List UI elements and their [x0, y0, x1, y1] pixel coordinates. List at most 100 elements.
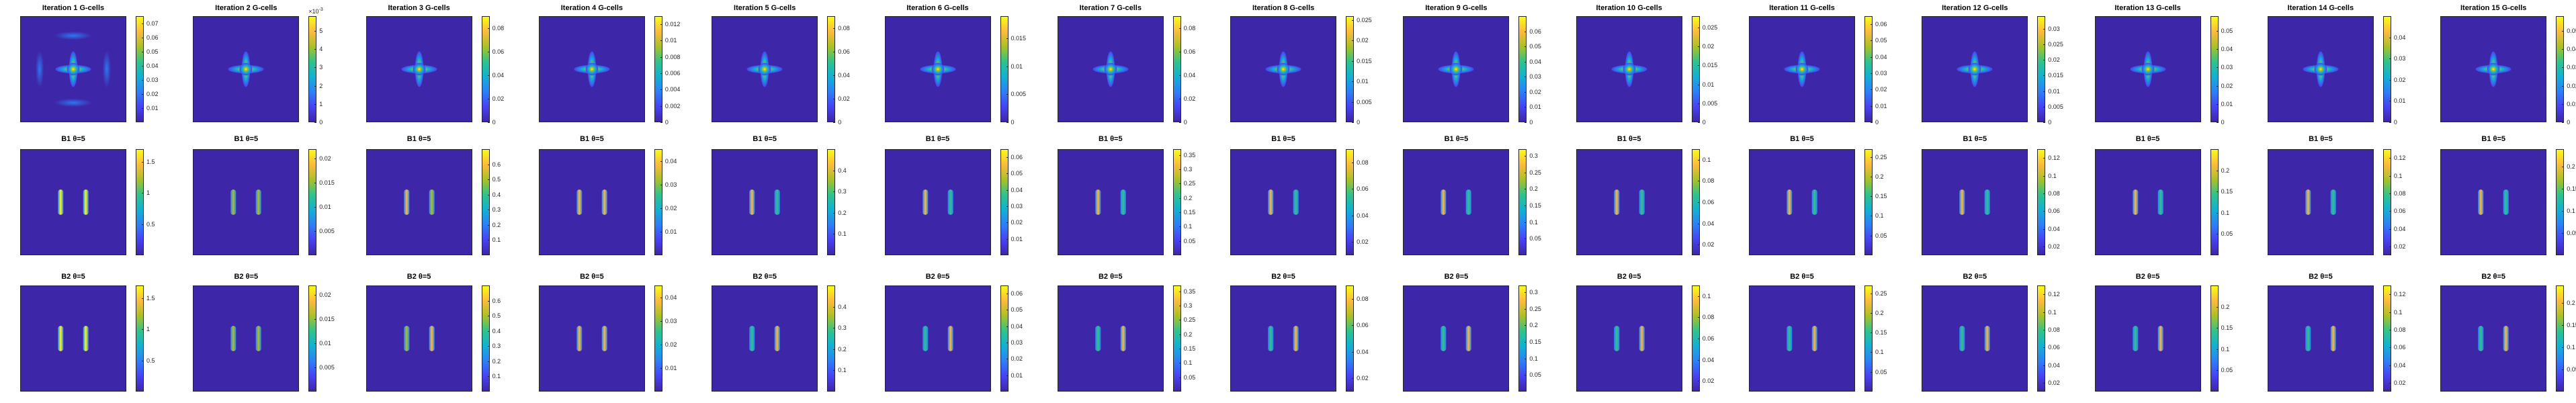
- colorbar-tick-mark: [833, 370, 836, 371]
- colorbar-tick-label: 0.1: [1529, 355, 1538, 362]
- colorbar-tick-label: 0.04: [664, 294, 677, 301]
- b1-heatmap: [884, 149, 991, 255]
- colorbar-tick-label: 0.15: [1529, 202, 1541, 209]
- colorbar-tick-label: 0.002: [664, 102, 681, 109]
- colorbar-tick-label: 0: [2567, 119, 2571, 126]
- colorbar-tick-mark: [314, 122, 317, 123]
- colorbar-tick-mark: [487, 376, 490, 377]
- colorbar-tick-label: 0.01: [664, 228, 677, 235]
- colorbar-tick-label: 0.02: [1183, 95, 1196, 102]
- gcell-heatmap: [1403, 16, 1510, 122]
- b2-heatmap: [884, 285, 991, 392]
- bar-pair-heatmap-image: [194, 286, 299, 391]
- b1-heatmap: [366, 149, 472, 255]
- colorbar-tick-label: 0.02: [1011, 355, 1023, 363]
- colorbar-tick-label: 0.02: [1357, 375, 1369, 382]
- exponent-base: ×10: [308, 8, 319, 15]
- colorbar: [308, 285, 317, 392]
- colorbar-tick-mark: [2216, 30, 2219, 32]
- colorbar-tick-label: 0.3: [492, 206, 501, 214]
- colorbar-tick-mark: [2043, 312, 2046, 313]
- b2-heatmap: [712, 285, 818, 392]
- colorbar-tick-mark: [660, 367, 662, 369]
- colorbar-tick-label: 0.6: [492, 297, 501, 304]
- colorbar-tick-mark: [142, 224, 144, 225]
- colorbar: [2037, 16, 2046, 122]
- colorbar: [481, 149, 490, 255]
- colorbar-tick-label: 0.01: [2393, 97, 2406, 105]
- gcell-heatmap-image: [1231, 17, 1336, 122]
- colorbar-tick-label: 0: [664, 119, 669, 126]
- panel-title: B2 θ=5: [1444, 273, 1469, 281]
- colorbar-tick-label: 0.08: [2393, 326, 2406, 333]
- colorbar-tick-label: 0.06: [1702, 335, 1715, 342]
- b2-heatmap: [193, 285, 300, 392]
- colorbar-tick-label: 0.02: [2393, 242, 2406, 250]
- b1-heatmap: [1576, 149, 1682, 255]
- colorbar-tick-label: 0.04: [1529, 58, 1541, 65]
- colorbar-tick-mark: [1178, 28, 1181, 29]
- colorbar-tick-label: 0.02: [1875, 86, 1887, 93]
- colorbar-tick-mark: [1352, 20, 1355, 21]
- colorbar-tick-label: 0.08: [2048, 189, 2060, 197]
- colorbar-tick-label: 0.02: [1702, 241, 1715, 249]
- colorbar-tick-mark: [2043, 294, 2046, 296]
- colorbar-tick-label: 0.12: [2393, 291, 2406, 298]
- colorbar-tick-label: 0.08: [838, 24, 850, 32]
- panel-title: B1 θ=5: [753, 135, 777, 143]
- bar-pair-heatmap-image: [1058, 286, 1163, 391]
- colorbar-tick-label: 0.015: [319, 179, 335, 187]
- colorbar-tick-label: 0.03: [1875, 70, 1887, 77]
- colorbar-tick-mark: [1006, 157, 1008, 159]
- panel-title: Iteration 3 G-cells: [388, 4, 450, 12]
- colorbar-tick-mark: [1178, 240, 1181, 242]
- colorbar-tick-label: 0.2: [1875, 173, 1884, 180]
- colorbar: [308, 149, 317, 255]
- colorbar-tick-label: 0.03: [1011, 339, 1023, 347]
- colorbar-tick-mark: [1352, 298, 1355, 300]
- gcell-heatmap-image: [885, 17, 990, 122]
- colorbar: [654, 285, 662, 392]
- colorbar-tick-mark: [487, 346, 490, 347]
- colorbar-tick-mark: [2043, 44, 2046, 45]
- b1-heatmap: [1403, 149, 1510, 255]
- colorbar-tick-label: 0.01: [2221, 100, 2233, 107]
- colorbar-tick-label: 0.01: [664, 364, 677, 371]
- colorbar-tick-label: 0.3: [838, 324, 847, 332]
- colorbar-tick-mark: [660, 24, 662, 26]
- exponent-power: -3: [318, 7, 323, 12]
- colorbar: [136, 285, 144, 392]
- colorbar-tick-label: 0.005: [319, 364, 335, 371]
- colorbar-tick-mark: [1006, 222, 1008, 224]
- colorbar-tick-label: 0.4: [838, 303, 847, 310]
- colorbar-tick-label: 0.02: [2048, 379, 2060, 386]
- bar-pair-heatmap-image: [1922, 286, 2028, 391]
- colorbar-tick-mark: [2389, 382, 2391, 384]
- panel-title: B1 θ=5: [1444, 135, 1469, 143]
- panel-title: Iteration 10 G-cells: [1596, 4, 1662, 12]
- b1-heatmap: [193, 149, 300, 255]
- panel-title: Iteration 9 G-cells: [1425, 4, 1488, 12]
- colorbar-tick-mark: [314, 207, 317, 208]
- colorbar-tick-label: 0.15: [2221, 188, 2233, 195]
- colorbar-tick-mark: [1871, 332, 1873, 334]
- colorbar-tick-label: 1: [319, 100, 323, 107]
- colorbar-tick-label: 0.02: [492, 95, 505, 102]
- gcell-heatmap-image: [366, 17, 472, 122]
- colorbar-tick-mark: [2562, 347, 2565, 349]
- panel-title: Iteration 8 G-cells: [1252, 4, 1315, 12]
- colorbar-tick-mark: [314, 295, 317, 296]
- colorbar-tick-label: 0.015: [1357, 57, 1372, 64]
- gcell-heatmap-image: [1404, 17, 1509, 122]
- colorbar-tick-label: 0.025: [1357, 17, 1372, 24]
- colorbar-tick-label: 0.1: [2221, 209, 2230, 216]
- colorbar-tick-label: 0.05: [1875, 37, 1887, 44]
- panel-title: B2 θ=5: [406, 273, 431, 281]
- bar-pair-heatmap-image: [1576, 150, 1682, 255]
- panel-title: Iteration 7 G-cells: [1079, 4, 1142, 12]
- colorbar-tick-label: 0: [1011, 119, 1015, 126]
- colorbar-tick-label: 0.04: [1357, 348, 1369, 355]
- colorbar-tick-label: 0.01: [2048, 87, 2060, 95]
- colorbar-tick-label: 0.25: [1529, 305, 1541, 312]
- colorbar-tick-mark: [487, 28, 490, 29]
